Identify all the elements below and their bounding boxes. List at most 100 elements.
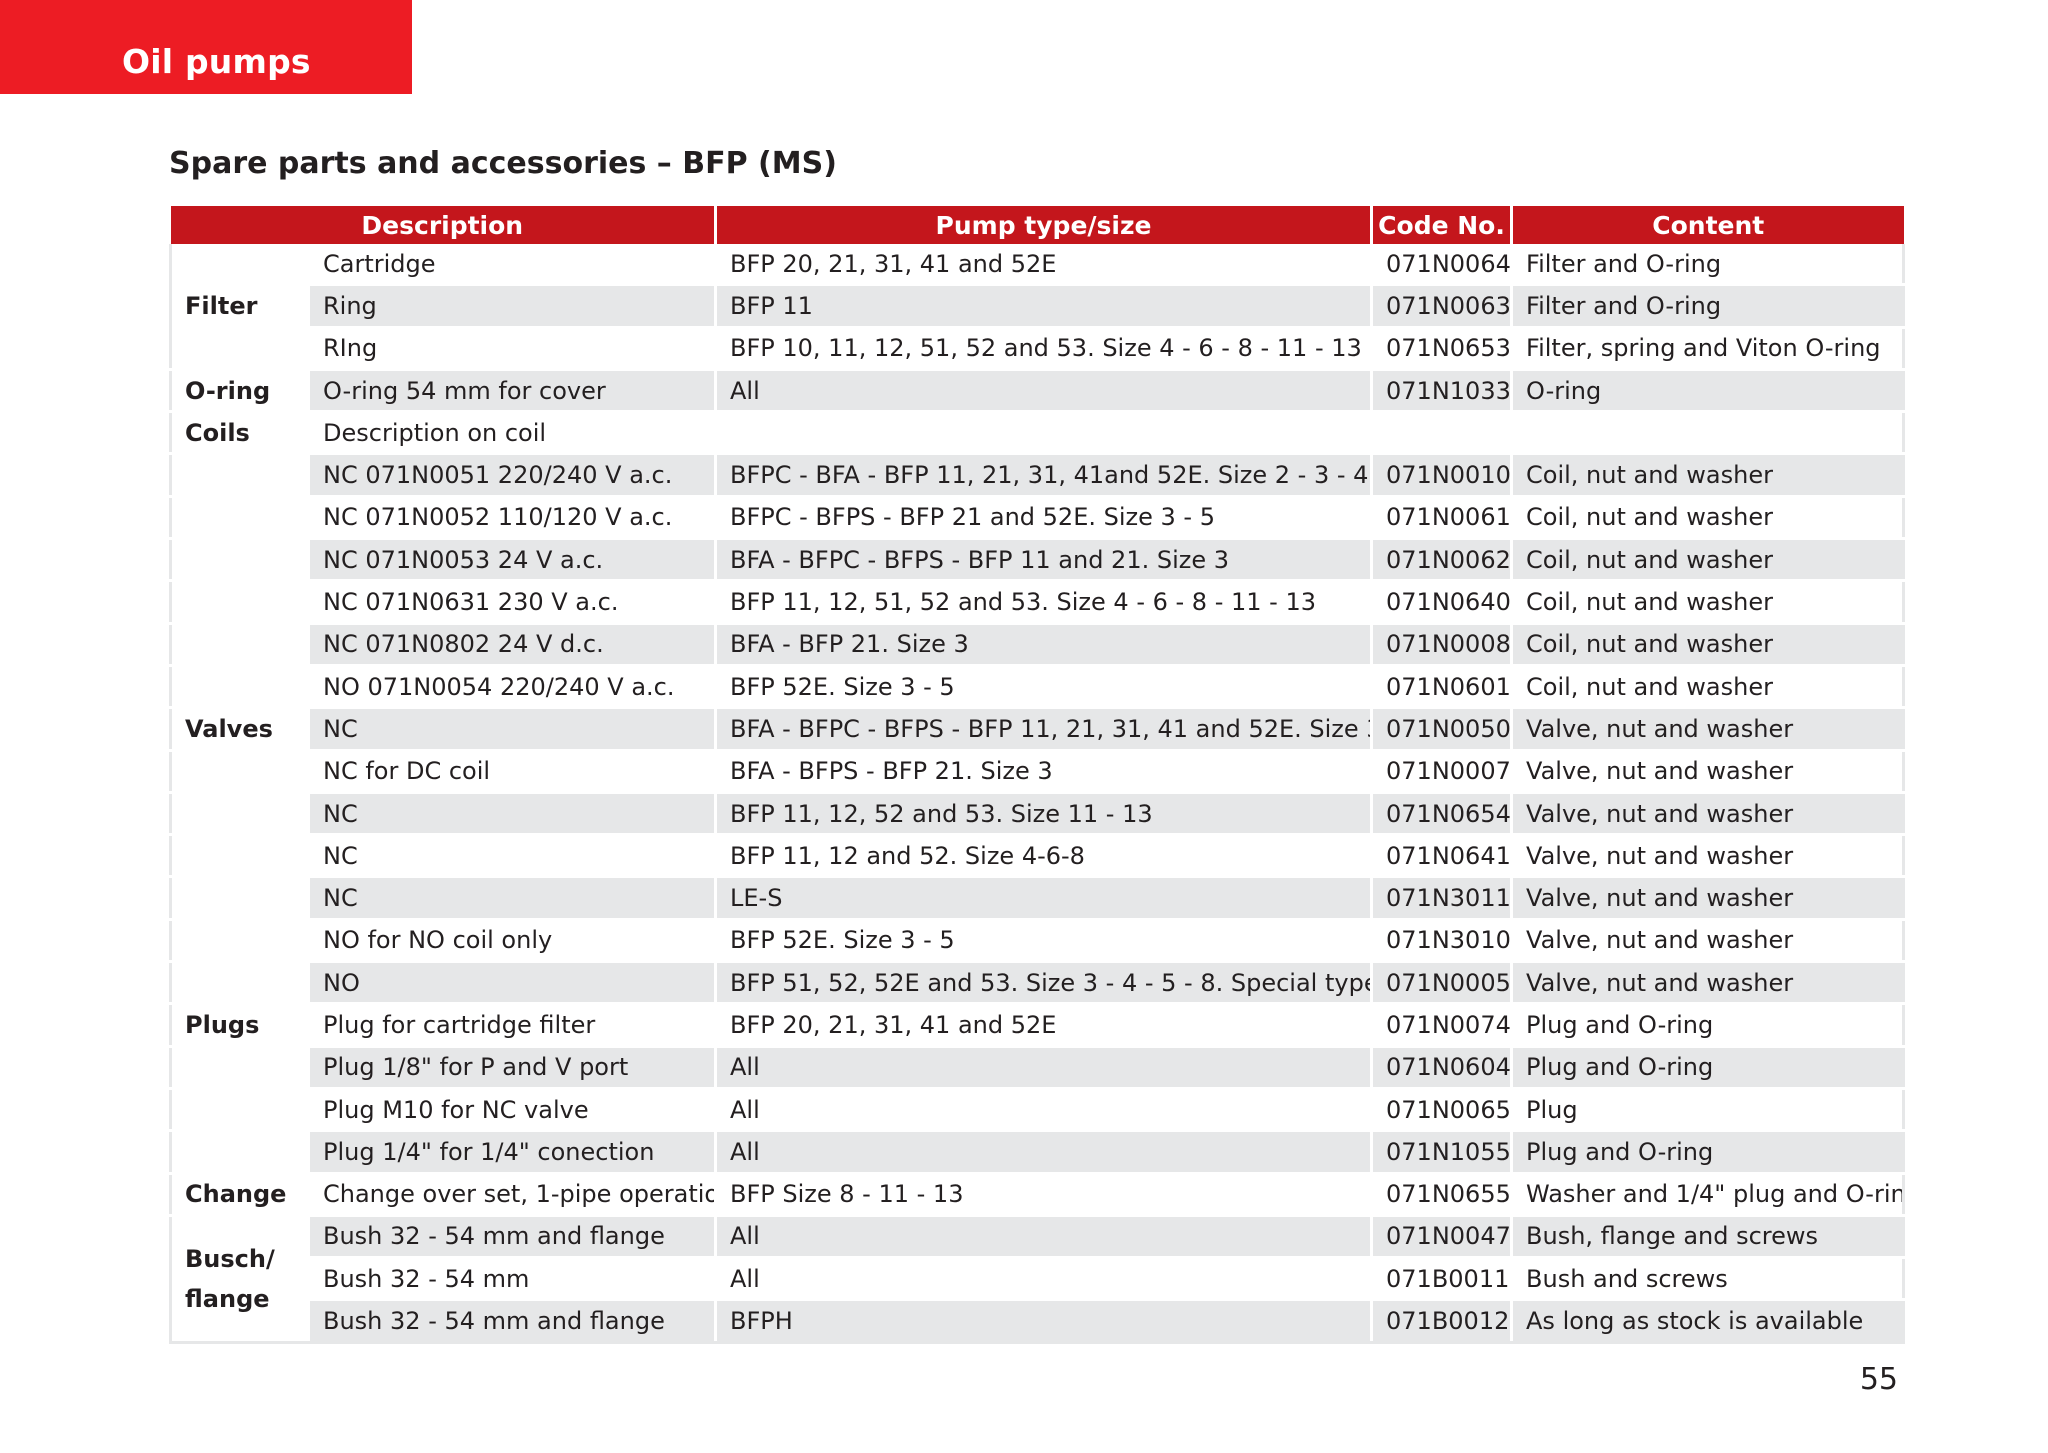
row-description: Plug 1/8" for P and V port xyxy=(306,1046,716,1090)
table-row: NC BFP 11, 12 and 52. Size 4-6-8 071N0641 V… xyxy=(169,834,1906,879)
row-content: Filter and O-ring xyxy=(1510,284,1906,329)
row-content xyxy=(1510,410,1906,456)
row-category xyxy=(169,1046,309,1090)
row-code-no: 071N0064 xyxy=(1370,244,1512,287)
row-description: Bush 32 - 54 mm xyxy=(306,1257,716,1302)
row-pump-type: BFP 11, 12, 51, 52 and 53. Size 4 - 6 - … xyxy=(714,580,1372,625)
row-category xyxy=(169,538,309,583)
row-code-no: 071N0010 xyxy=(1370,453,1512,498)
row-description: Plug M10 for NC valve xyxy=(306,1088,716,1133)
row-category xyxy=(169,750,309,794)
row-content: Bush, flange and screws xyxy=(1510,1214,1906,1260)
row-description: NC 071N0802 24 V d.c. xyxy=(306,623,716,667)
table-row: Plug 1/4" for 1/4" conection All 071N1055 P… xyxy=(169,1130,1906,1175)
row-code-no: 071N0074 xyxy=(1370,1002,1512,1048)
page-title: Spare parts and accessories – BFP (MS) xyxy=(169,146,837,181)
row-content: Valve, nut and washer xyxy=(1510,792,1906,837)
row-content: Plug xyxy=(1510,1088,1906,1133)
row-content: Filter and O-ring xyxy=(1510,244,1906,287)
row-content: Valve, nut and washer xyxy=(1510,876,1906,921)
table-row: Bush 32 - 54 mm All 071B0011 Bush and screw… xyxy=(171,1257,1906,1302)
row-content: Washer and 1/4" plug and O-ring xyxy=(1510,1172,1906,1217)
row-pump-type: All xyxy=(714,1130,1372,1175)
row-pump-type: LE-S xyxy=(714,876,1372,921)
row-content: Plug and O-ring xyxy=(1510,1002,1906,1048)
column-header-code-no: Code No. xyxy=(1370,206,1512,244)
table-row: Plug 1/8" for P and V port All 071N0604 Plu… xyxy=(169,1046,1906,1090)
row-category xyxy=(169,496,309,541)
row-description: O-ring 54 mm for cover xyxy=(306,368,716,414)
row-pump-type: BFP 10, 11, 12, 51, 52 and 53. Size 4 - … xyxy=(714,327,1372,371)
row-content: Coil, nut and washer xyxy=(1510,580,1906,625)
row-code-no: 071N0641 xyxy=(1370,834,1512,879)
row-content: Coil, nut and washer xyxy=(1510,453,1906,498)
row-description: Plug for cartridge filter xyxy=(306,1002,716,1048)
parts-table: Description Pump type/size Code No. Cont… xyxy=(169,206,1906,1344)
table-row: Ring BFP 11 071N0063 Filter and O-ring xyxy=(171,284,1906,329)
row-code-no: 071N0061 xyxy=(1370,496,1512,541)
row-code-no: 071N0604 xyxy=(1370,1046,1512,1090)
table-row: NC BFP 11, 12, 52 and 53. Size 11 - 13 071… xyxy=(169,792,1906,837)
table-row: Filter Cartridge BFP 20, 21, 31, 41 and 52… xyxy=(169,244,1906,371)
row-description: Bush 32 - 54 mm and flange xyxy=(306,1299,716,1344)
row-pump-type: BFPH xyxy=(714,1299,1372,1344)
row-description: NO 071N0054 220/240 V a.c. xyxy=(306,665,716,710)
row-category: Filter xyxy=(169,244,309,371)
table-row: Busch/ flange Bush 32 - 54 mm and flange A… xyxy=(169,1214,1906,1344)
row-code-no: 071N0065 xyxy=(1370,1088,1512,1133)
row-content: Coil, nut and washer xyxy=(1510,623,1906,667)
row-pump-type: BFP 52E. Size 3 - 5 xyxy=(714,919,1372,964)
table-row: NC 071N0053 24 V a.c. BFA - BFPC - BFPS -… xyxy=(169,538,1906,583)
row-code-no: 071B0012 xyxy=(1370,1299,1512,1344)
row-description: NC xyxy=(306,792,716,837)
row-content: Valve, nut and washer xyxy=(1510,706,1906,752)
column-header-content: Content xyxy=(1510,206,1904,244)
row-category xyxy=(169,623,309,667)
row-description: NC 071N0052 110/120 V a.c. xyxy=(306,496,716,541)
row-category xyxy=(169,834,309,879)
row-content: Bush and screws xyxy=(1510,1257,1906,1302)
row-category: Valves xyxy=(169,706,309,752)
row-description: Ring xyxy=(306,284,716,329)
row-content: Valve, nut and washer xyxy=(1510,961,1906,1006)
row-description: RIng xyxy=(306,327,716,371)
row-code-no: 071N0062 xyxy=(1370,538,1512,583)
row-description: Description on coil xyxy=(306,410,716,456)
row-code-no: 071N0050 xyxy=(1370,706,1512,752)
row-code-no: 071N0008 xyxy=(1370,623,1512,667)
row-code-no: 071N0063 xyxy=(1370,284,1512,329)
row-pump-type: BFP 20, 21, 31, 41 and 52E xyxy=(714,244,1372,287)
page-number: 55 xyxy=(1859,1362,1898,1397)
section-tab: Oil pumps xyxy=(0,0,412,94)
table-row: NC LE-S 071N3011 Valve, nut and washer xyxy=(169,876,1906,921)
row-pump-type: BFP 52E. Size 3 - 5 xyxy=(714,665,1372,710)
row-pump-type: BFP 11, 12, 52 and 53. Size 11 - 13 xyxy=(714,792,1372,837)
row-category xyxy=(169,1088,309,1133)
row-content: Filter, spring and Viton O-ring xyxy=(1510,327,1906,371)
table-row: NO 071N0054 220/240 V a.c. BFP 52E. Size … xyxy=(169,665,1906,710)
table-row: NC 071N0802 24 V d.c. BFA - BFP 21. Size … xyxy=(169,623,1906,667)
table-row: Plug M10 for NC valve All 071N0065 Plug xyxy=(169,1088,1906,1133)
row-pump-type: All xyxy=(714,368,1372,414)
row-category: Plugs xyxy=(169,1002,309,1048)
row-content: Coil, nut and washer xyxy=(1510,496,1906,541)
row-category xyxy=(169,665,309,710)
row-category: Busch/ flange xyxy=(169,1214,309,1344)
section-tab-label: Oil pumps xyxy=(122,42,311,81)
table-row: NO BFP 51, 52, 52E and 53. Size 3 - 4 - 5… xyxy=(169,961,1906,1006)
row-pump-type: All xyxy=(714,1257,1372,1302)
row-pump-type: All xyxy=(714,1214,1372,1260)
table-row: Coils Description on coil xyxy=(169,410,1906,456)
table-row: RIng BFP 10, 11, 12, 51, 52 and 53. Size … xyxy=(171,327,1906,371)
table-row: Change Change over set, 1-pipe operation B… xyxy=(169,1172,1906,1217)
row-description: NC for DC coil xyxy=(306,750,716,794)
row-pump-type: BFA - BFPS - BFP 21. Size 3 xyxy=(714,750,1372,794)
row-description: NC xyxy=(306,706,716,752)
row-code-no: 071B0011 xyxy=(1370,1257,1512,1302)
table-row: Bush 32 - 54 mm and flange BFPH 071B0012 As… xyxy=(171,1299,1906,1344)
row-code-no: 071N1033 xyxy=(1370,368,1512,414)
row-pump-type: BFPC - BFPS - BFP 21 and 52E. Size 3 - 5 xyxy=(714,496,1372,541)
row-pump-type: BFP 20, 21, 31, 41 and 52E xyxy=(714,1002,1372,1048)
row-category xyxy=(169,919,309,964)
table-row: O-ring O-ring 54 mm for cover All 071N1033 O… xyxy=(169,368,1906,414)
